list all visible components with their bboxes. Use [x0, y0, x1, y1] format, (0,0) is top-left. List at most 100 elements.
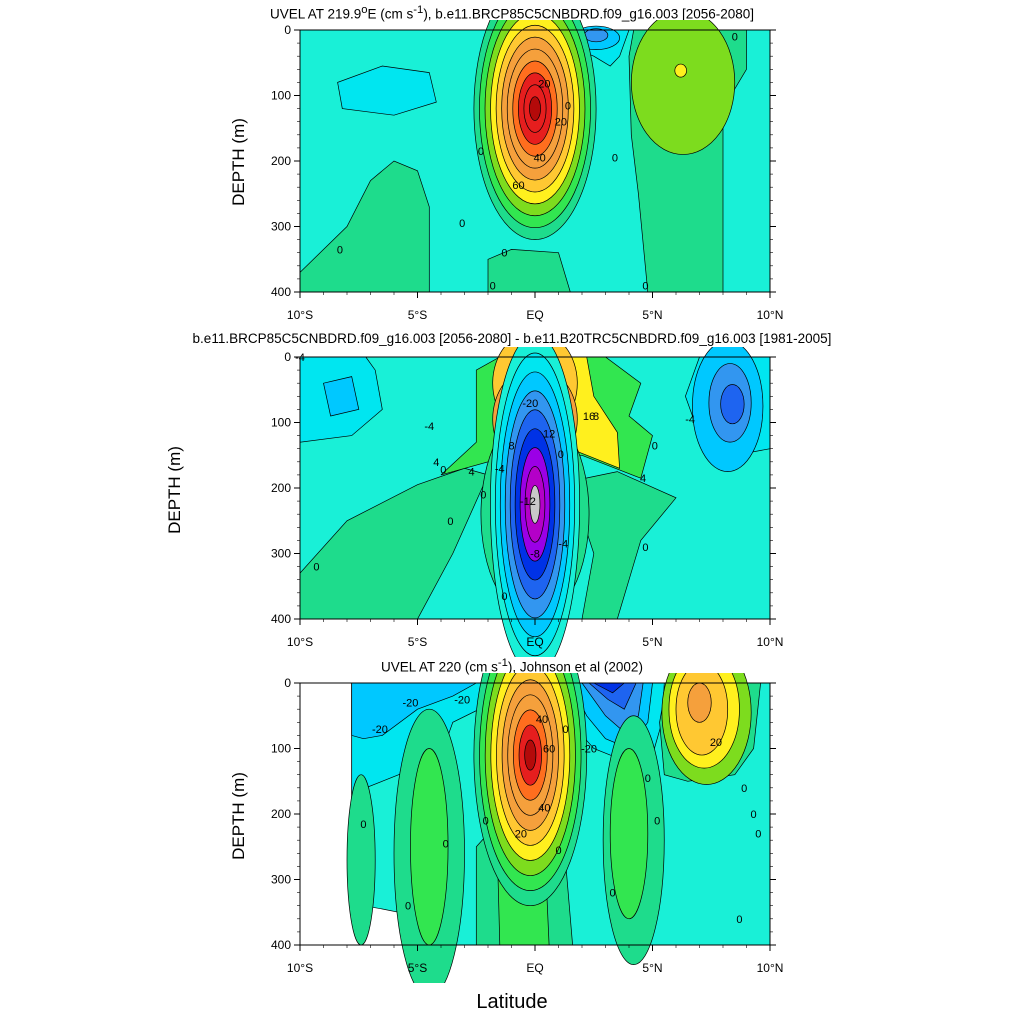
- x-tick-label: 5°N: [642, 961, 662, 975]
- contour-label: 0: [750, 809, 756, 821]
- y-tick-label: 0: [284, 23, 291, 37]
- contour-label: -20: [581, 744, 597, 756]
- east-neg-4: [720, 384, 745, 425]
- deep-equator-tongue: [487, 249, 571, 293]
- contour-label: 0: [732, 32, 738, 44]
- x-tick-label: 10°S: [287, 635, 313, 649]
- contour-label: 0: [741, 783, 747, 795]
- contour-label: 40: [538, 802, 550, 814]
- x-axis-label: Latitude: [476, 991, 548, 1013]
- y-tick-label: 300: [271, 873, 291, 887]
- north-eastward-peak: [674, 63, 687, 78]
- panel-3-chart: -20-20-20204060400-200200000000000001002…: [271, 673, 783, 983]
- contour-label: 20: [515, 829, 527, 841]
- north-pos-40: [687, 682, 712, 723]
- contour-label: 20: [555, 117, 567, 129]
- x-tick-label: EQ: [526, 961, 543, 975]
- y-tick-label: 0: [284, 350, 291, 364]
- northeast-positive: [569, 471, 677, 620]
- contour-label: 0: [645, 773, 651, 785]
- contour-label: 0: [642, 542, 648, 554]
- y-tick-label: 400: [271, 938, 291, 952]
- contour-label: 0: [313, 562, 319, 574]
- x-tick-label: 5°S: [408, 961, 427, 975]
- contour-label: 0: [755, 829, 761, 841]
- sw-deep-0: [346, 774, 376, 946]
- contour-label: 0: [736, 914, 742, 926]
- field: -20 -20 -20 20 40 60 40 0 -20 0 20 0 0 0 0 0 0 0 0 0 0 0: [300, 673, 771, 983]
- y-tick-label: 400: [271, 612, 291, 626]
- euc-contour-10: [524, 739, 537, 771]
- x-tick-label: EQ: [526, 635, 543, 649]
- x-tick-label: 10°N: [757, 308, 784, 322]
- panel-3-title: UVEL AT 220 (cm s-1), Johnson et al (200…: [381, 657, 643, 675]
- contour-label: -20: [372, 724, 388, 736]
- north-eastward-band: [631, 20, 736, 155]
- contour-label: -20: [402, 698, 418, 710]
- contour-label: 0: [405, 901, 411, 913]
- field: 0 20 40 60 20 0 0 0 0 0 0 0 0: [299, 20, 770, 293]
- contour-label: -4: [495, 463, 505, 475]
- panel-2-title: b.e11.BRCP85C5CNBDRD.f09_g16.003 [2056-2…: [192, 331, 832, 346]
- contour-label: 0: [555, 845, 561, 857]
- y-tick-label: 200: [271, 154, 291, 168]
- contour-label: 40: [536, 714, 548, 726]
- x-tick-label: 5°S: [408, 635, 427, 649]
- contour-label: 0: [447, 516, 453, 528]
- y-tick-label: 300: [271, 547, 291, 561]
- contour-label: 16: [583, 411, 595, 423]
- panel-1-ylabel: DEPTH (m): [229, 118, 248, 206]
- contour-label: 0: [483, 816, 489, 828]
- y-tick-label: 200: [271, 481, 291, 495]
- contour-label: 0: [480, 490, 486, 502]
- x-tick-label: 5°S: [408, 308, 427, 322]
- x-tick-label: 5°N: [642, 308, 662, 322]
- contour-label: 0: [501, 591, 507, 603]
- contour-label: -4: [558, 539, 568, 551]
- contour-label: -4: [424, 421, 434, 433]
- contour-label: -20: [454, 694, 470, 706]
- panel-2-chart: -2016812840-4-4-440-12-8-400000-40401002…: [271, 347, 783, 657]
- contour-label: 0: [443, 838, 449, 850]
- north-deep-10: [609, 748, 649, 920]
- y-tick-label: 100: [271, 89, 291, 103]
- panel-2-ylabel: DEPTH (m): [165, 446, 184, 534]
- x-tick-label: 5°N: [642, 635, 662, 649]
- contour-label: 0: [652, 440, 658, 452]
- contour-label: -8: [530, 549, 540, 561]
- contour-label: 0: [501, 248, 507, 260]
- contour-label: 0: [558, 449, 564, 461]
- contour-label: 0: [337, 244, 343, 256]
- y-tick-label: 100: [271, 416, 291, 430]
- contour-label: 60: [543, 744, 555, 756]
- contour-label: 0: [459, 218, 465, 230]
- contour-label: -4: [685, 414, 695, 426]
- contour-label: 0: [609, 888, 615, 900]
- contour-label: 12: [543, 429, 555, 441]
- west-cyan-patch: [337, 65, 437, 116]
- y-tick-label: 200: [271, 807, 291, 821]
- contour-label: 60: [512, 180, 524, 192]
- x-tick-label: 10°S: [287, 961, 313, 975]
- contour-label: 40: [534, 153, 546, 165]
- x-tick-label: EQ: [526, 308, 543, 322]
- euc-contour-11: [529, 96, 541, 121]
- y-tick-label: 0: [284, 676, 291, 690]
- contour-label: 0: [478, 146, 484, 158]
- contour-label: -20: [522, 398, 538, 410]
- contour-label: 0: [360, 819, 366, 831]
- west-negative-core: [323, 376, 360, 417]
- panel-3-ylabel: DEPTH (m): [229, 772, 248, 860]
- contour-label: 0: [612, 153, 618, 165]
- y-tick-label: 300: [271, 220, 291, 234]
- southwest-tongue: [299, 160, 430, 293]
- contour-label: 0: [562, 724, 568, 736]
- contour-label: 0: [642, 280, 648, 292]
- contour-label: 4: [640, 473, 646, 485]
- y-tick-label: 400: [271, 285, 291, 299]
